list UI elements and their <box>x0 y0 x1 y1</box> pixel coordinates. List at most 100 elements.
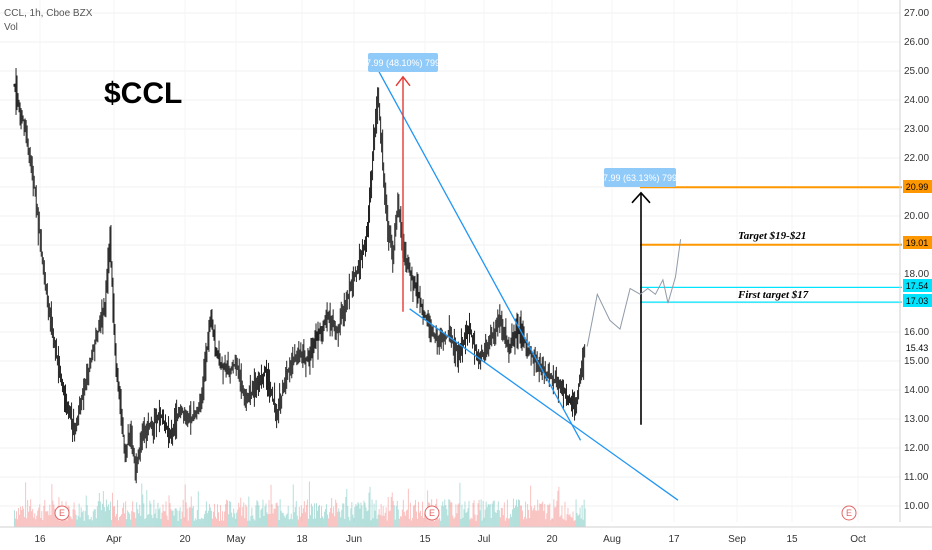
volume-bar <box>560 515 562 527</box>
volume-bar <box>504 520 506 527</box>
volume-bar <box>414 500 416 527</box>
volume-bar <box>339 511 341 527</box>
volume-bar <box>91 520 93 527</box>
measure-box-right[interactable]: 7.99 (63.13%) 799 <box>603 168 677 187</box>
volume-bar <box>131 510 133 527</box>
volume-bar <box>179 507 181 527</box>
volume-bar <box>584 508 586 527</box>
volume-bar <box>224 511 226 527</box>
volume-bar <box>73 502 75 527</box>
earnings-marker[interactable]: E <box>424 505 440 521</box>
price-axis[interactable]: 10.0011.0012.0013.0014.0015.0016.0017.00… <box>904 8 929 512</box>
earnings-marker[interactable]: E <box>841 505 857 521</box>
time-axis[interactable]: 16 Apr 20 May 18 Jun 15 Jul 20 Aug 17 Sep 15 Oct <box>34 534 866 545</box>
volume-bar <box>459 482 461 527</box>
wedge-upper-line <box>378 70 582 441</box>
volume-bar <box>266 512 268 527</box>
y-tick-label: 18.00 <box>904 269 929 280</box>
symbol-legend[interactable]: CCL, 1h, Cboe BZX <box>4 8 93 19</box>
volume-bar <box>555 506 557 527</box>
volume-bar <box>150 503 152 527</box>
volume-bar <box>258 505 260 527</box>
volume-bar <box>333 506 335 527</box>
volume-bar <box>389 510 391 527</box>
volume-bar <box>466 511 468 527</box>
volume-bar <box>191 507 193 527</box>
volume-bar <box>299 516 301 527</box>
volume-bar <box>361 505 363 527</box>
volume-bar <box>218 512 220 527</box>
volume-bar <box>304 512 306 527</box>
volume-bar <box>222 511 224 527</box>
volume-bar <box>514 505 516 527</box>
earnings-marker[interactable]: E <box>54 505 70 521</box>
volume-bar <box>426 510 428 527</box>
volume-bar <box>209 507 211 527</box>
volume-bar <box>207 510 209 527</box>
volume-bar <box>577 515 579 527</box>
volume-bar <box>231 512 233 527</box>
y-tick-label: 15.00 <box>904 356 929 367</box>
volume-bar <box>367 510 369 527</box>
price-tag-17-03: 17.03 <box>903 294 932 307</box>
volume-bar <box>489 503 491 527</box>
y-tick-label: 25.00 <box>904 66 929 77</box>
volume-bar <box>444 499 446 527</box>
volume-bar <box>79 517 81 527</box>
volume-bar <box>48 515 50 527</box>
volume-bar <box>75 514 77 527</box>
volume-bar <box>195 519 197 527</box>
volume-bar <box>336 502 338 527</box>
volume-bar <box>470 517 472 527</box>
volume-bar <box>239 507 241 527</box>
volume-bar <box>163 511 165 527</box>
volume-bar <box>317 510 318 527</box>
volume-bar <box>257 501 259 527</box>
volume-bar <box>498 510 500 527</box>
measure-box-top[interactable]: 7.99 (48.10%) 799 <box>366 53 440 72</box>
volume-bar <box>141 483 143 527</box>
volume-bar <box>175 508 177 527</box>
volume-bar <box>332 513 334 527</box>
volume-bar <box>379 514 381 527</box>
volume-bar <box>539 503 541 527</box>
volume-bar <box>190 496 192 527</box>
volume-bar <box>499 517 501 527</box>
volume-bar <box>134 512 136 527</box>
volume-bar <box>490 518 492 527</box>
volume-bar <box>457 504 459 527</box>
volume-bar <box>214 516 216 527</box>
volume-bar <box>183 517 185 527</box>
volume-bar <box>210 510 212 527</box>
volume-bar <box>160 519 162 527</box>
volume-bar <box>147 514 149 527</box>
volume-bar <box>447 515 449 527</box>
drawings <box>378 70 902 501</box>
volume-bar <box>419 512 421 527</box>
volume-bar <box>521 505 523 527</box>
volume-bar <box>484 509 486 527</box>
volume-bar <box>357 502 359 527</box>
volume-bar <box>47 511 49 527</box>
volume-bar <box>110 519 112 527</box>
volume-bar <box>269 514 271 527</box>
volume-bar <box>235 518 237 527</box>
volume-bar <box>454 517 456 527</box>
volume-bar <box>509 514 511 527</box>
volume-bar <box>89 519 91 527</box>
volume-bar <box>125 501 127 527</box>
volume-bar <box>407 488 409 527</box>
volume-bar <box>22 506 24 527</box>
volume-bar <box>378 509 380 527</box>
volume-bar <box>540 504 542 527</box>
volume-bar <box>94 509 96 527</box>
volume-bar <box>502 515 504 527</box>
volume-bar <box>261 508 263 527</box>
volume-legend[interactable]: Vol <box>4 22 18 33</box>
volume-bar <box>458 503 460 527</box>
volume-bar <box>363 500 365 527</box>
volume-bar <box>368 492 370 527</box>
volume-bar <box>205 501 207 527</box>
volume-bar <box>306 499 308 527</box>
